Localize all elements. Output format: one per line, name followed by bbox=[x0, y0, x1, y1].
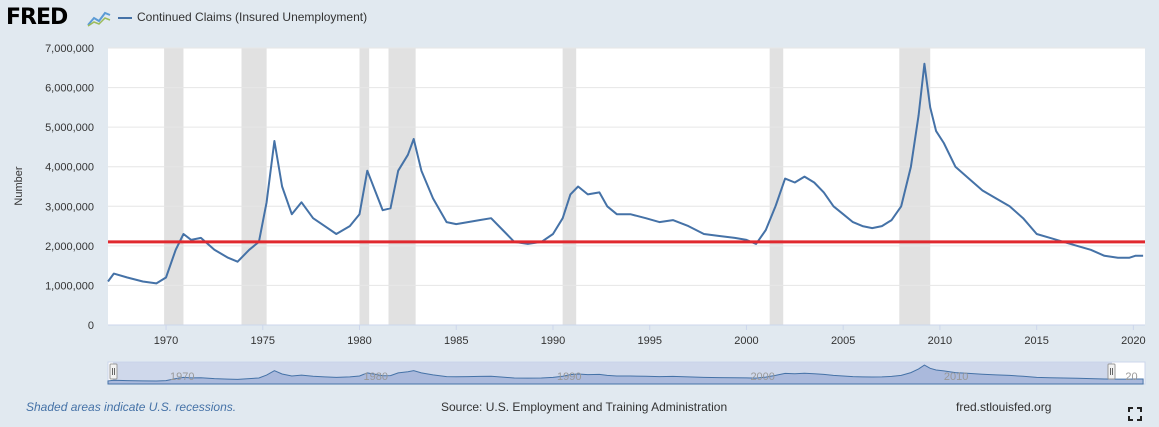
x-tick-label: 1985 bbox=[444, 335, 468, 347]
x-tick-label: 1980 bbox=[347, 335, 371, 347]
x-tick-label: 1970 bbox=[154, 335, 178, 347]
navigator-left-handle[interactable] bbox=[109, 363, 118, 380]
recession-band bbox=[562, 48, 577, 325]
fred-chart-logo-icon bbox=[87, 9, 111, 27]
recession-band bbox=[164, 48, 184, 325]
x-axis-ticks: 1970 1975 1980 1985 1990 1995 2000 2005 2010 2015… bbox=[154, 325, 1146, 347]
series-line[interactable] bbox=[107, 62, 1144, 285]
chart-svg[interactable]: 0 1,000,000 2,000,000 3,000,000 4,000,000 5,0… bbox=[0, 0, 1159, 400]
x-tick-label: 2015 bbox=[1024, 335, 1048, 347]
navigator-right-handle[interactable] bbox=[1107, 363, 1116, 380]
recession-band bbox=[241, 48, 267, 325]
y-axis-ticks: 0 1,000,000 2,000,000 3,000,000 4,000,000 5,0… bbox=[45, 43, 94, 332]
navigator-labels: 1970 1980 1990 2000 2010 20 bbox=[170, 371, 1138, 383]
x-tick-label: 1990 bbox=[541, 335, 565, 347]
site-link[interactable]: fred.stlouisfed.org bbox=[956, 400, 1052, 414]
recession-band bbox=[769, 48, 784, 325]
x-tick-label: 2000 bbox=[734, 335, 758, 347]
y-tick-label: 5,000,000 bbox=[45, 122, 94, 134]
x-tick-label: 1975 bbox=[251, 335, 275, 347]
navigator-label: 1970 bbox=[170, 371, 194, 383]
x-tick-label: 1995 bbox=[637, 335, 661, 347]
gridlines bbox=[108, 47, 1145, 286]
y-tick-label: 3,000,000 bbox=[45, 201, 94, 213]
source-text: Source: U.S. Employment and Training Adm… bbox=[441, 400, 728, 414]
x-tick-label: 2010 bbox=[928, 335, 952, 347]
navigator-label: 2010 bbox=[944, 371, 968, 383]
y-tick-label: 2,000,000 bbox=[45, 241, 94, 253]
fullscreen-expand-icon[interactable] bbox=[1128, 407, 1142, 421]
x-tick-label: 2020 bbox=[1121, 335, 1145, 347]
navigator-series bbox=[107, 364, 1144, 385]
y-tick-label: 0 bbox=[88, 320, 94, 332]
y-tick-label: 6,000,000 bbox=[45, 83, 94, 95]
chart-header: FRED Continued Claims (Insured Unemploym… bbox=[0, 0, 1159, 44]
x-tick-label: 2005 bbox=[831, 335, 855, 347]
legend-swatch bbox=[118, 16, 132, 19]
legend-label: Continued Claims (Insured Unemployment) bbox=[137, 10, 368, 24]
y-axis-label: Number bbox=[13, 166, 25, 205]
navigator-label: 20 bbox=[1125, 371, 1137, 383]
legend[interactable]: Continued Claims (Insured Unemployment) bbox=[118, 10, 367, 24]
y-tick-label: 1,000,000 bbox=[45, 280, 94, 292]
navigator-label: 1990 bbox=[557, 371, 581, 383]
recession-note: Shaded areas indicate U.S. recessions. bbox=[26, 400, 237, 414]
plot-area bbox=[108, 48, 1145, 325]
y-tick-label: 7,000,000 bbox=[45, 43, 94, 55]
navigator[interactable]: 1970 1980 1990 2000 2010 20 bbox=[107, 361, 1146, 385]
navigator-label: 1980 bbox=[364, 371, 388, 383]
y-tick-label: 4,000,000 bbox=[45, 162, 94, 174]
fred-logo[interactable]: FRED bbox=[6, 5, 68, 30]
recession-band bbox=[899, 48, 931, 325]
navigator-label: 2000 bbox=[750, 371, 774, 383]
recession-band bbox=[388, 48, 416, 325]
